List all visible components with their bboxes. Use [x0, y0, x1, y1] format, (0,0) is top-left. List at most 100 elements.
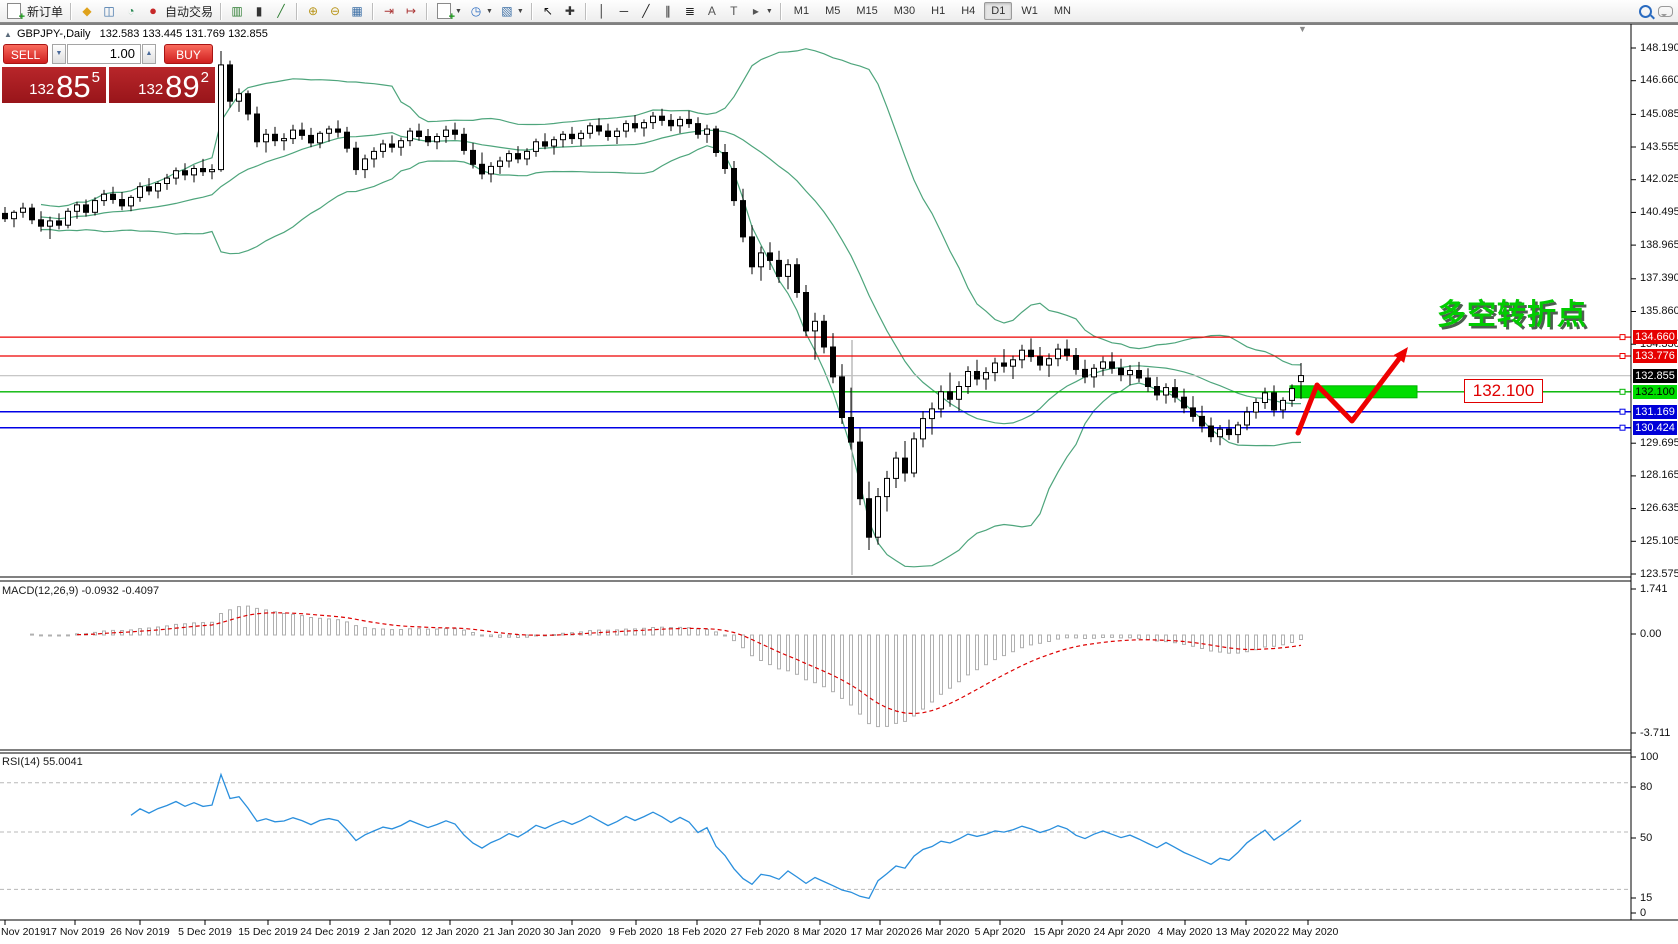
crosshair-icon-icon: ✚	[564, 4, 575, 18]
support-line-blue-2-handle[interactable]	[1619, 424, 1626, 431]
zoom-out-icon-icon: ⊖	[330, 4, 341, 18]
auto-scroll-icon[interactable]: ↦	[400, 1, 422, 21]
buy-price-big: 89	[165, 69, 200, 104]
search-button[interactable]	[1636, 1, 1655, 21]
chevron-down-icon: ▼	[485, 7, 493, 15]
timeframe-w1-button[interactable]: W1	[1021, 5, 1038, 17]
zoom-in-icon[interactable]: ⊕	[302, 1, 324, 21]
timeframe-h1-button[interactable]: H1	[931, 5, 946, 17]
data-window-icon[interactable]: ◫	[98, 1, 120, 21]
trend-arrow[interactable]	[1295, 347, 1408, 436]
resistance-line-lower-handle[interactable]	[1619, 353, 1626, 359]
sell-button[interactable]: SELL	[3, 44, 48, 64]
buy-price-display[interactable]: 132 89 2	[109, 67, 215, 103]
date-tick-label: 15 Apr 2020	[1033, 926, 1091, 938]
volume-input[interactable]: 1.00	[67, 44, 141, 64]
price-badge-131.169: 131.169	[1633, 404, 1677, 419]
chart-shift-icon[interactable]: ⇥	[378, 1, 400, 21]
price-tick-label: 123.575	[1640, 567, 1678, 580]
price-tick-label: 126.635	[1640, 502, 1678, 515]
fibonacci-icon[interactable]: ≣	[679, 1, 701, 21]
chevron-down-icon: ▼	[516, 7, 524, 15]
indicator-tick-label: -3.711	[1640, 727, 1671, 739]
equidistant-channel-icon[interactable]: ∥	[657, 1, 679, 21]
cursor-icon-icon: ↖	[542, 4, 553, 18]
date-tick-label: 8 Mar 2020	[793, 926, 847, 938]
market-watch-icon[interactable]: ◆	[76, 1, 98, 21]
chart-shift-icon-icon: ⇥	[384, 4, 395, 18]
macd-signal-line	[76, 612, 1302, 715]
chart-corner-icon: ▲	[4, 30, 12, 39]
horizontal-line-icon-icon: ─	[619, 4, 629, 18]
turning-point-annotation[interactable]: 多空转折点	[1437, 299, 1588, 331]
vertical-line-icon[interactable]: │	[591, 1, 613, 21]
panel-separator-main-macd[interactable]	[0, 576, 1631, 582]
templates-icon: ▧	[501, 4, 513, 18]
date-tick-label: 9 Feb 2020	[609, 926, 663, 938]
periods-button[interactable]: ◷ ▼	[465, 1, 496, 21]
new-order-button[interactable]: 新订单	[2, 1, 66, 23]
chevron-down-icon: ▼	[455, 7, 462, 15]
cursor-icon[interactable]: ↖	[537, 1, 559, 21]
price-badge-134.660: 134.660	[1633, 330, 1677, 345]
timeframe-h4-button[interactable]: H4	[961, 5, 976, 17]
arrows-button[interactable]: ▸ ▼	[745, 1, 776, 21]
date-tick-label: 5 Dec 2019	[178, 926, 232, 938]
bar-chart-icon-icon: ▥	[231, 4, 243, 18]
vertical-line-icon-icon: │	[598, 4, 606, 18]
date-tick-label: 2 Jan 2020	[364, 926, 416, 938]
price-tick-label: 137.390	[1640, 272, 1678, 285]
indicator-tick-label: 50	[1640, 832, 1653, 844]
volume-increase-button[interactable]: ▲	[142, 44, 156, 64]
timeframe-m5-button[interactable]: M5	[825, 5, 841, 17]
chart-shift-marker[interactable]: ▼	[1298, 24, 1307, 34]
line-chart-icon[interactable]: ╱	[270, 1, 292, 21]
autotrading-button[interactable]: ● 自动交易	[142, 1, 216, 21]
timeframe-d1-button[interactable]: D1	[984, 2, 1013, 20]
chevron-down-icon: ▼	[765, 7, 773, 15]
timeframe-mn-button[interactable]: MN	[1053, 5, 1071, 17]
indicator-tick-label: 0.00	[1640, 628, 1662, 640]
text-label-icon[interactable]: T	[723, 1, 745, 21]
tile-windows-icon[interactable]: ▦	[346, 1, 368, 21]
crosshair-icon[interactable]: ✚	[559, 1, 581, 21]
support-highlight-box[interactable]	[1289, 385, 1418, 399]
date-tick-label: 17 Mar 2020	[850, 926, 910, 938]
panel-separator-macd-rsi[interactable]	[0, 749, 1631, 754]
price-tick-label: 140.495	[1640, 205, 1678, 218]
navigator-icon[interactable]: ◔	[120, 1, 142, 21]
rsi-line	[130, 772, 1302, 900]
zoom-out-icon[interactable]: ⊖	[324, 1, 346, 21]
indicator-tick-label: 80	[1640, 781, 1653, 793]
price-level-label[interactable]: 132.100	[1464, 379, 1543, 403]
support-line-blue-1-handle[interactable]	[1619, 408, 1626, 415]
indicators-button[interactable]: ▼	[432, 1, 465, 23]
trendline-icon[interactable]: ╱	[635, 1, 657, 21]
sell-price-display[interactable]: 132 85 5	[2, 67, 106, 103]
search-icon	[1639, 4, 1652, 18]
toolbar-separator	[530, 2, 533, 20]
support-line-green-handle[interactable]	[1619, 388, 1626, 395]
timeframe-m1-button[interactable]: M1	[793, 5, 810, 17]
volume-decrease-button[interactable]: ▼	[52, 44, 66, 64]
autotrading-button-label: 自动交易	[165, 4, 214, 19]
chat-button[interactable]	[1655, 1, 1676, 21]
date-tick-label: 26 Mar 2020	[910, 926, 970, 938]
ohlc-readout: 132.583 133.445 131.769 132.855	[99, 28, 268, 40]
text-icon[interactable]: A	[701, 1, 723, 21]
candlestick-chart-icon[interactable]: ▮	[248, 1, 270, 21]
arrows-icon: ▸	[752, 4, 759, 18]
date-tick-label: 27 Feb 2020	[730, 926, 790, 938]
date-tick-label: 5 Apr 2020	[974, 926, 1026, 938]
timeframe-m30-button[interactable]: M30	[893, 5, 916, 17]
new-order-button-icon	[7, 3, 25, 23]
horizontal-line-icon[interactable]: ─	[613, 1, 635, 21]
templates-button[interactable]: ▧ ▼	[496, 1, 527, 21]
bar-chart-icon[interactable]: ▥	[226, 1, 248, 21]
auto-scroll-icon-icon: ↦	[406, 4, 417, 18]
timeframe-m15-button[interactable]: M15	[856, 5, 878, 17]
resistance-line-upper-handle[interactable]	[1619, 334, 1626, 341]
buy-button[interactable]: BUY	[164, 44, 213, 64]
date-tick-label: Nov 2019	[1, 926, 46, 938]
price-tick-label: 135.860	[1640, 304, 1678, 317]
